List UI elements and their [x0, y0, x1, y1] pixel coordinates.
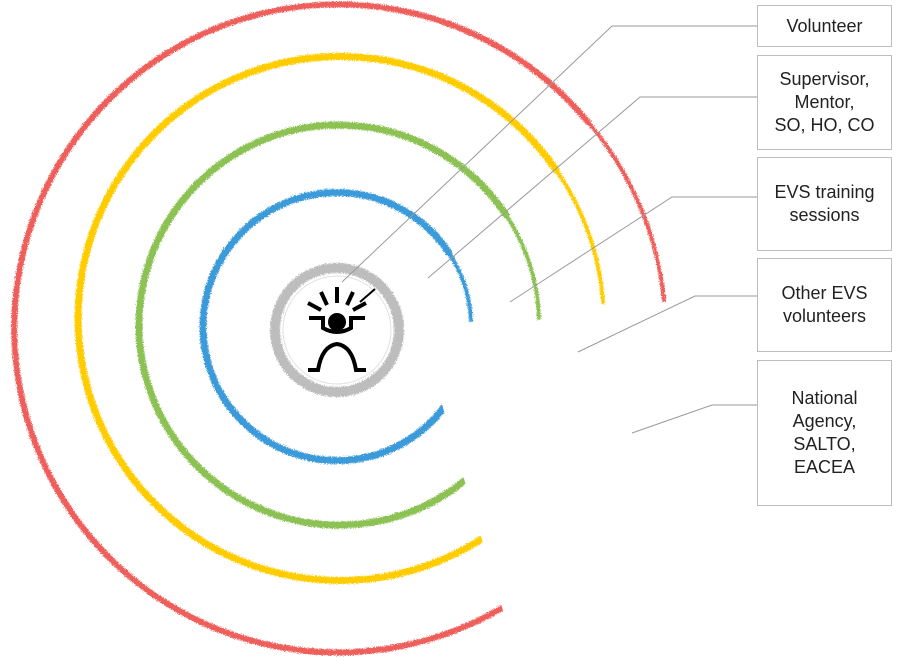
- ring-training: [135, 121, 543, 529]
- volunteer-figure-icon: [307, 287, 376, 372]
- label-box-training: EVS training sessions: [757, 157, 892, 251]
- ring-supervisor-tail: [447, 251, 473, 322]
- label-box-supervisor: Supervisor, Mentor, SO, HO, CO: [757, 55, 892, 150]
- connector-agency: [631, 404, 757, 434]
- ring-volunteer: [270, 263, 404, 397]
- label-box-other-volunteers: Other EVS volunteers: [757, 258, 892, 352]
- label-supervisor-line-3: SO, HO, CO: [774, 115, 875, 135]
- connector-volunteer: [341, 25, 757, 283]
- label-agency-line-3: SALTO,: [793, 434, 856, 454]
- label-agency-line-1: National: [791, 388, 858, 408]
- label-supervisor-line-1: Supervisor,: [779, 69, 870, 89]
- connector-supervisor: [427, 96, 757, 279]
- label-volunteer-line-1: Volunteer: [786, 15, 863, 36]
- connector-others: [577, 295, 757, 353]
- label-box-agency: National Agency, SALTO, EACEA: [757, 360, 892, 506]
- ring-agency: [11, 1, 666, 656]
- connector-training: [509, 196, 757, 303]
- ring-agency-tail: [586, 120, 666, 302]
- label-agency-line-4: EACEA: [793, 457, 856, 477]
- ring-others: [74, 52, 606, 584]
- ring-training-tail: [504, 213, 541, 320]
- label-box-volunteer: Volunteer: [757, 5, 892, 47]
- label-supervisor-line-2: Mentor,: [794, 92, 855, 112]
- label-others-line-2: volunteers: [782, 306, 867, 326]
- label-training-line-2: sessions: [789, 205, 860, 225]
- label-training-line-1: EVS training: [774, 182, 875, 202]
- ring-others-tail: [554, 168, 605, 304]
- label-agency-line-2: Agency,: [792, 411, 857, 431]
- label-others-line-1: Other EVS: [781, 283, 868, 303]
- ring-supervisor: [199, 189, 475, 465]
